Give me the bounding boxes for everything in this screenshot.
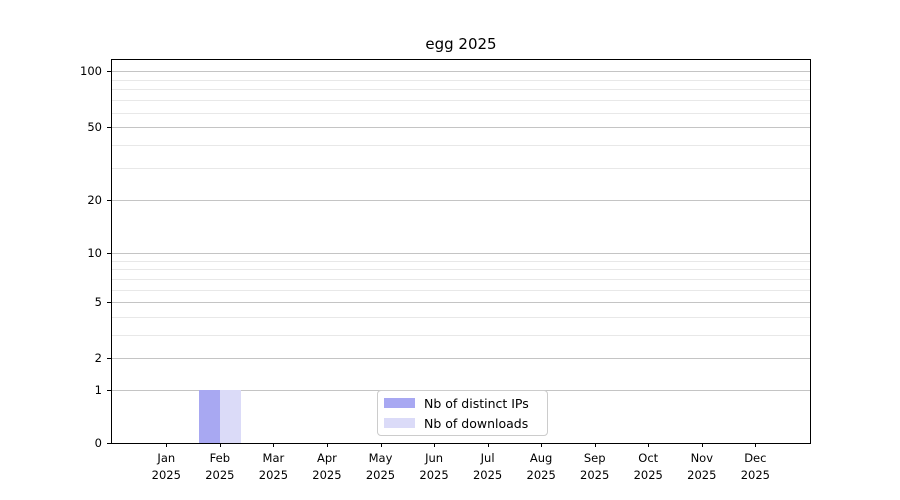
legend-label-distinct-ips: Nb of distinct IPs bbox=[424, 395, 529, 411]
y-tick-label: 5 bbox=[94, 295, 102, 310]
y-gridline-minor bbox=[112, 145, 810, 147]
x-tick-label: Feb 2025 bbox=[205, 451, 235, 482]
y-tick bbox=[107, 127, 111, 129]
y-gridline-major bbox=[112, 252, 810, 254]
y-tick bbox=[107, 443, 111, 444]
y-gridline-major bbox=[112, 71, 810, 73]
y-tick bbox=[107, 71, 111, 73]
y-tick bbox=[107, 389, 111, 391]
x-tick-label: Apr 2025 bbox=[312, 451, 342, 482]
bar-nb-of-downloads bbox=[219, 389, 241, 443]
chart-title: egg 2025 bbox=[425, 35, 497, 53]
y-gridline-major bbox=[112, 302, 810, 304]
x-tick-label: Sep 2025 bbox=[580, 451, 610, 482]
y-tick-label: 2 bbox=[94, 350, 102, 365]
x-tick bbox=[326, 443, 328, 447]
y-tick bbox=[107, 357, 111, 359]
y-tick bbox=[107, 302, 111, 304]
y-gridline-major bbox=[112, 200, 810, 202]
legend-item-downloads: Nb of downloads bbox=[384, 415, 547, 432]
x-tick bbox=[541, 443, 543, 447]
x-tick-label: Nov 2025 bbox=[687, 451, 717, 482]
y-gridline-major bbox=[112, 357, 810, 359]
x-tick-label: May 2025 bbox=[365, 451, 396, 482]
x-tick-label: Mar 2025 bbox=[258, 451, 289, 482]
y-gridline-minor bbox=[112, 260, 810, 262]
x-tick bbox=[219, 443, 221, 447]
y-gridline-minor bbox=[112, 269, 810, 271]
y-gridline-minor bbox=[112, 278, 810, 280]
x-tick-label: Dec 2025 bbox=[740, 451, 770, 482]
x-tick bbox=[487, 443, 489, 447]
x-tick bbox=[701, 443, 703, 447]
x-tick bbox=[380, 443, 382, 447]
bar-nb-of-distinct-ips bbox=[198, 389, 220, 443]
y-gridline-minor bbox=[112, 289, 810, 291]
legend-swatch-distinct-ips bbox=[384, 398, 415, 408]
y-tick-label: 50 bbox=[87, 120, 102, 135]
x-tick bbox=[166, 443, 168, 447]
y-tick-label: 10 bbox=[87, 245, 102, 260]
x-tick-label: Jun 2025 bbox=[419, 451, 449, 482]
x-tick-label: Jul 2025 bbox=[472, 451, 503, 482]
legend-label-downloads: Nb of downloads bbox=[424, 415, 529, 431]
legend: Nb of distinct IPs Nb of downloads bbox=[377, 390, 548, 436]
x-tick-label: Aug 2025 bbox=[526, 451, 556, 482]
y-gridline-major bbox=[112, 127, 810, 129]
x-tick bbox=[594, 443, 596, 447]
x-tick-label: Jan 2025 bbox=[151, 451, 181, 482]
y-gridline-minor bbox=[112, 89, 810, 91]
y-gridline-minor bbox=[112, 100, 810, 102]
y-gridline-minor bbox=[112, 168, 810, 170]
y-tick bbox=[107, 200, 111, 202]
y-gridline-minor bbox=[112, 316, 810, 318]
x-tick bbox=[434, 443, 436, 447]
y-tick-label: 100 bbox=[80, 64, 102, 79]
x-tick bbox=[755, 443, 757, 447]
plot-area bbox=[111, 59, 811, 444]
y-gridline-minor bbox=[112, 79, 810, 81]
x-tick bbox=[273, 443, 275, 447]
x-tick-label: Oct 2025 bbox=[633, 451, 663, 482]
y-tick-label: 0 bbox=[94, 436, 102, 450]
y-tick-label: 1 bbox=[94, 382, 102, 397]
y-gridline-minor bbox=[112, 112, 810, 114]
y-gridline-minor bbox=[112, 334, 810, 336]
legend-item-distinct-ips: Nb of distinct IPs bbox=[384, 395, 547, 412]
legend-swatch-downloads bbox=[384, 418, 415, 428]
y-tick bbox=[107, 252, 111, 254]
y-tick-label: 20 bbox=[87, 193, 102, 208]
x-tick bbox=[648, 443, 650, 447]
